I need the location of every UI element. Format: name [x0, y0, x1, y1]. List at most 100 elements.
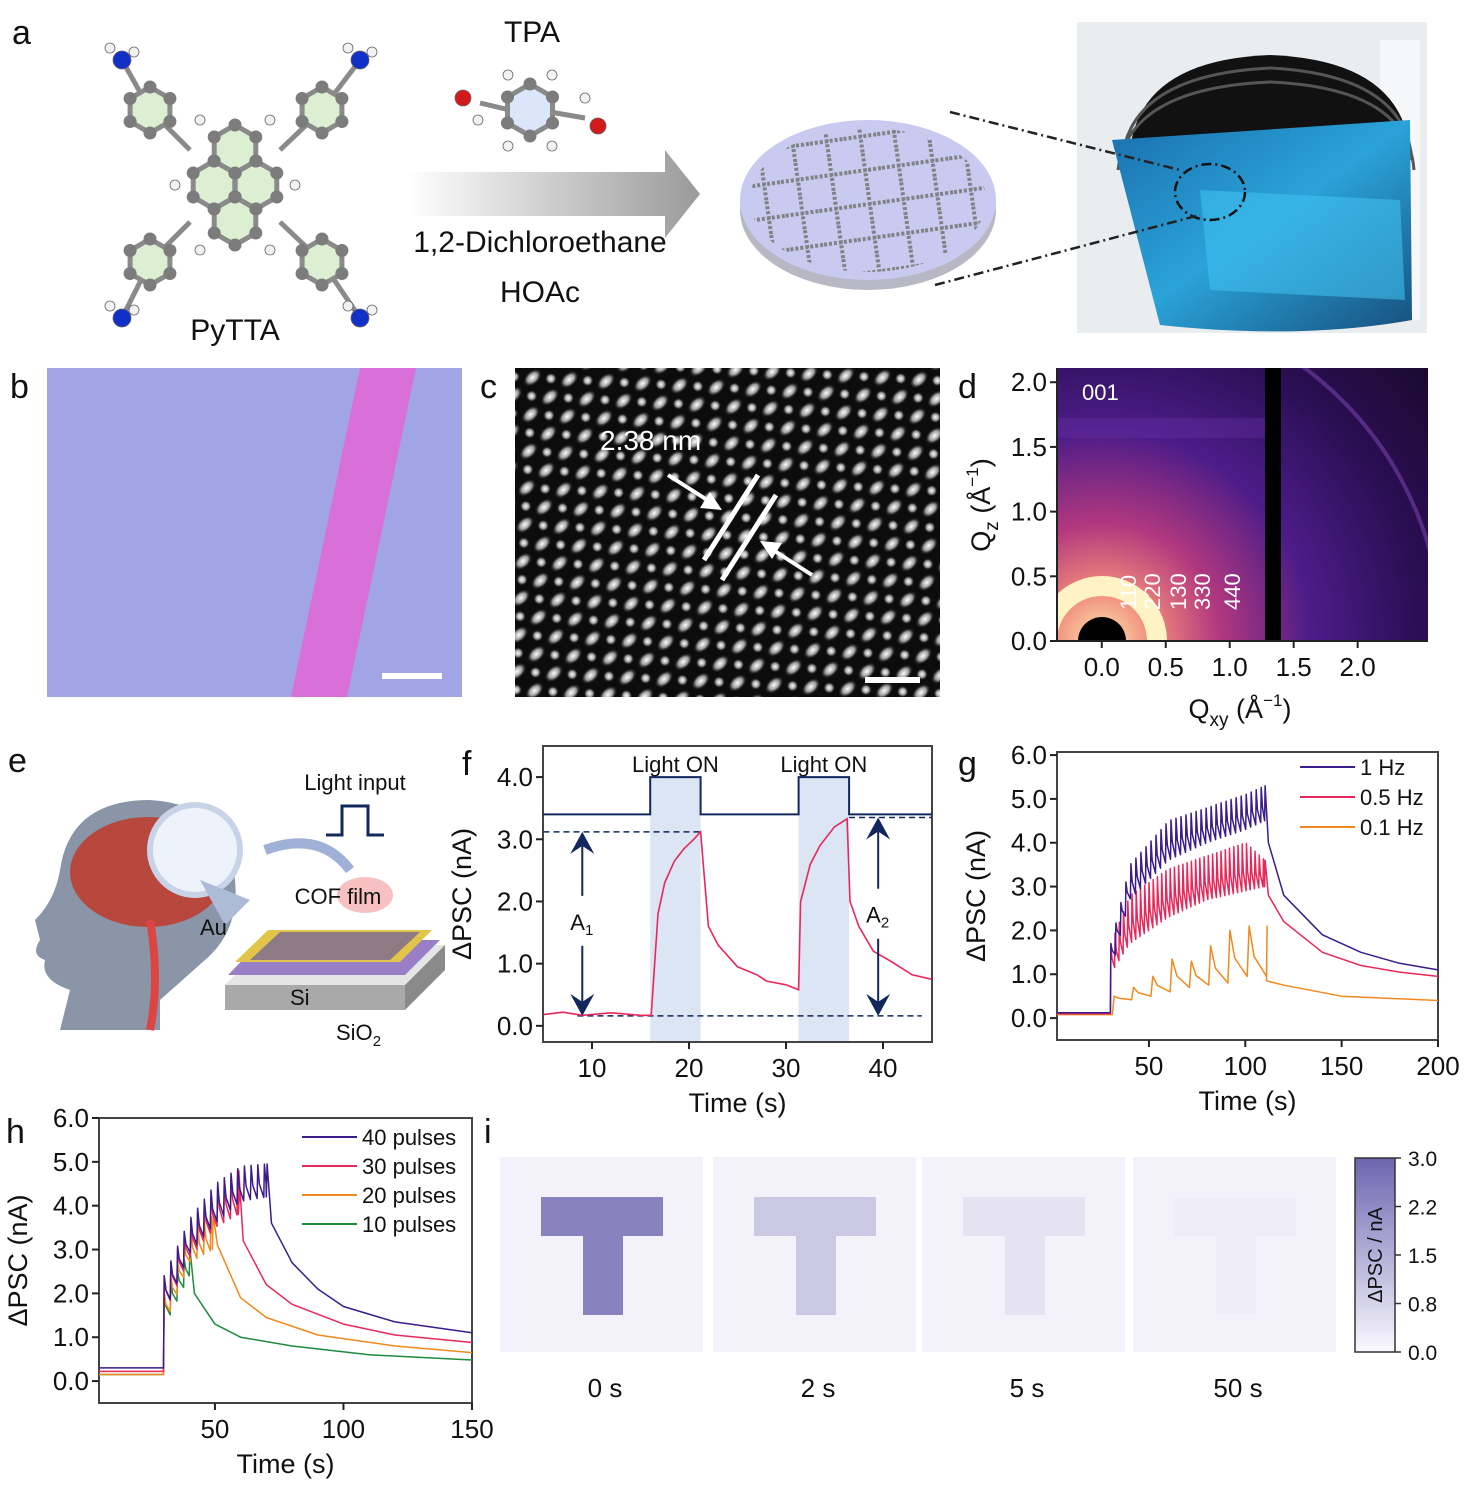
light-signal-line: [543, 776, 932, 816]
zoom-line-bottom: [934, 213, 1201, 287]
hydrogen-atom: [264, 244, 276, 256]
carbon-atom: [163, 115, 177, 128]
panel-label-c: c: [480, 368, 497, 406]
x-tick-label: 30: [772, 1053, 801, 1083]
reaction-arrow-icon: [408, 150, 700, 238]
panel-label-d: d: [958, 368, 977, 406]
carbon-atom: [228, 118, 242, 132]
carbon-atom: [295, 267, 309, 280]
pattern-t-bar: [1174, 1197, 1296, 1236]
y-tick-label: 1.0: [53, 1322, 89, 1352]
carbon-atom: [315, 232, 329, 246]
panel-e: e Light input COF film Au Si SiO2: [8, 742, 445, 1050]
carbon-atom: [143, 232, 157, 246]
amplitude-label-sub: 2: [881, 915, 889, 932]
legend-label: 30 pulses: [362, 1154, 456, 1179]
x-axis-label: Time (s): [1199, 1086, 1297, 1116]
legend-label: 0.1 Hz: [1360, 815, 1424, 840]
carbon-atom: [207, 130, 221, 144]
oxygen-atom: [454, 89, 472, 107]
carbon-atom: [163, 267, 177, 280]
carbon-atom: [500, 116, 514, 130]
carbon-atom: [143, 278, 157, 292]
carbon-atom: [546, 116, 560, 130]
lattice-spacing-label: 2.38 nm: [600, 425, 701, 456]
nitrogen-atom: [112, 50, 132, 70]
carbon-atom: [523, 129, 537, 143]
x-tick-label: 2.0: [1340, 652, 1376, 682]
carbon-atom: [228, 166, 242, 180]
legend-label: 0.5 Hz: [1360, 785, 1424, 810]
carbon-atom: [295, 115, 309, 128]
pattern-t-bar: [963, 1197, 1085, 1236]
legend-label: 1 Hz: [1360, 755, 1405, 780]
light-on-band: [650, 777, 701, 1042]
colorbar: [1354, 1157, 1396, 1353]
carbon-atom: [123, 267, 137, 280]
solvent-label: 1,2-Dichloroethane: [413, 226, 667, 259]
carbon-atom: [315, 80, 329, 94]
amplitude-label-main: A: [570, 910, 585, 935]
frame-time-label: 5 s: [1010, 1373, 1045, 1403]
pyrene-ring: [211, 122, 259, 176]
hydrogen-atom: [579, 92, 591, 104]
y-tick-label: 6.0: [53, 1103, 89, 1133]
y-tick-label: 2.0: [497, 886, 533, 916]
plot-frame: [1056, 751, 1439, 1041]
phenyl-ring: [299, 236, 345, 288]
synapse-bubble: [147, 802, 243, 898]
hydrogen-atom: [128, 304, 140, 316]
arrow-in-right-icon: [760, 541, 814, 577]
nitrogen-atom: [112, 308, 132, 328]
frame-time-label: 50 s: [1213, 1373, 1262, 1403]
electrode-stripe: [291, 368, 416, 697]
lattice-line-1: [701, 473, 761, 562]
carbon-atom: [207, 202, 221, 216]
peak-label-110: 110: [1116, 575, 1141, 610]
phenyl-ring: [127, 236, 173, 288]
carbon-atom: [249, 226, 263, 240]
y-tick-label: 2.0: [53, 1278, 89, 1308]
hydrogen-atom: [104, 300, 116, 312]
series-line-20-pulses: [99, 1213, 473, 1376]
cof-film-on-substrate: [740, 120, 996, 290]
y-tick-label: 4.0: [1011, 828, 1047, 858]
frame-time-label: 0 s: [588, 1373, 623, 1403]
x-tick-label: 100: [322, 1414, 365, 1444]
panel-label-b: b: [10, 368, 29, 406]
carbon-atom: [335, 115, 349, 128]
series-line-0.5-hz: [1057, 842, 1439, 1015]
arrow-up-head-icon: [866, 817, 891, 840]
si-label: Si: [290, 985, 310, 1010]
series-line: [543, 817, 932, 1017]
panel-d: d 0.0 0.5 1.0 1.5 2.0 0.0 0.5 1.0 1.5 2.0 001 110…: [958, 367, 1428, 731]
carbon-atom: [186, 190, 200, 204]
x-tick-label: 40: [869, 1053, 898, 1083]
arrow-in-left-icon: [666, 473, 722, 510]
tpa-molecule-model: [454, 69, 607, 152]
colorbar-tick-label: 2.2: [1408, 1197, 1437, 1220]
benzene-ring: [504, 81, 556, 139]
x-tick-label: 150: [450, 1414, 493, 1444]
arrow-down-head-icon: [570, 993, 595, 1016]
x-axis-label: Time (s): [237, 1449, 335, 1479]
panel-label-g: g: [958, 745, 977, 783]
au-label: Au: [200, 915, 227, 940]
legend-label: 40 pulses: [362, 1125, 456, 1150]
scale-bar: [382, 673, 442, 679]
x-tick-label: 0.0: [1084, 652, 1120, 682]
colorbar-tick-label: 3.0: [1408, 1148, 1437, 1171]
phenyl-ring: [299, 84, 345, 136]
panel-a: a PyTTA TPA 1,2-Dichloroethane HOAc: [12, 14, 1427, 347]
peak-label-330: 330: [1190, 573, 1215, 610]
carbon-atom: [295, 244, 309, 257]
x-tick-label: 0.5: [1148, 652, 1184, 682]
bond: [549, 109, 586, 121]
hydrogen-atom: [104, 42, 116, 54]
amplitude-label: A1: [570, 910, 593, 939]
synapse-icon: [200, 880, 250, 925]
carbon-atom: [123, 92, 137, 105]
colorbar-tick-label: 0.0: [1408, 1342, 1437, 1365]
light-pulse-icon: [326, 804, 384, 837]
nitrogen-atom: [350, 308, 370, 328]
